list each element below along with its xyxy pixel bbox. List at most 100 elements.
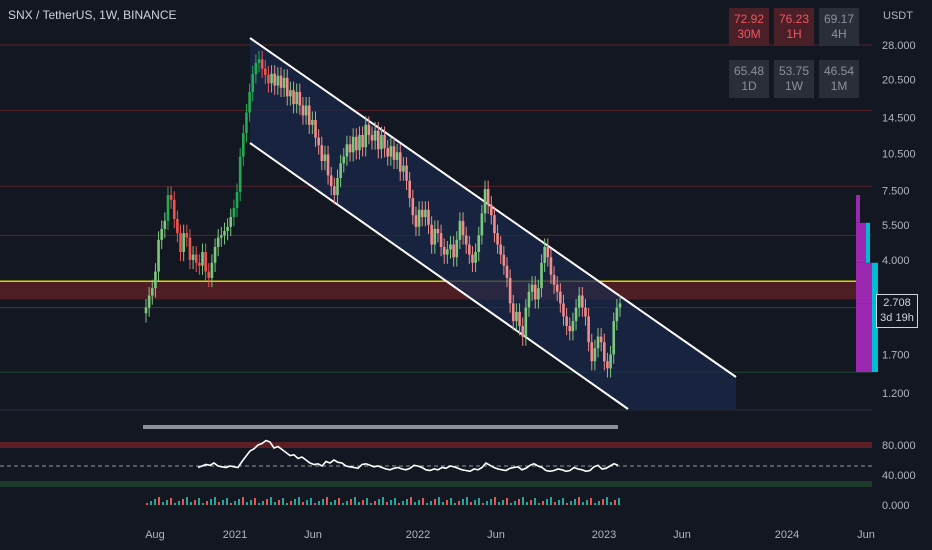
rsi-axis-label: 40.000 [882,470,916,482]
candle-body-6 [163,220,167,229]
volume-tick-100 [546,499,548,505]
volume-tick-117 [614,500,616,505]
volume-tick-57 [374,501,376,505]
rsi-overbought-band [0,442,872,448]
candle-body-151 [618,303,622,308]
rsi-cell-1d: 65.48 1D [729,60,769,98]
candle-body-92 [433,228,437,245]
profile-bar-6 [872,303,878,373]
price-axis-label: 1.700 [882,350,910,362]
candle-body-136 [571,321,575,332]
profile-bar-0 [856,195,860,223]
profile-bar-1 [856,222,866,263]
volume-tick-18 [218,502,220,505]
volume-tick-66 [410,497,412,505]
volume-tick-7 [174,503,176,505]
volume-profile-bars [856,195,878,373]
candle-body-146 [603,342,606,362]
candle-body-70 [364,124,368,148]
candle-body-7 [166,195,170,221]
candle-body-29 [235,192,239,209]
rsi-value: 65.48 [733,64,765,78]
candle-body-110 [489,204,493,216]
candle-body-106 [477,235,481,252]
candle-body-79 [392,146,396,160]
time-axis-label: 2021 [223,529,247,541]
volume-tick-56 [370,503,372,505]
volume-tick-83 [478,498,480,505]
volume-tick-112 [594,503,596,505]
candle-body-127 [543,246,546,263]
candle-body-103 [468,244,471,255]
candle-body-49 [298,91,302,106]
candle-body-24 [220,235,223,238]
bar-countdown: 3d 19h [880,312,914,324]
symbol-title[interactable]: SNX / TetherUS, 1W, BINANCE [8,8,177,22]
volume-tick-98 [538,503,540,505]
volume-tick-104 [562,498,564,505]
candle-body-38 [263,68,267,75]
volume-tick-5 [166,500,168,505]
volume-tick-76 [450,498,452,505]
candle-body-129 [549,257,553,275]
candle-body-46 [289,90,292,97]
candle-body-138 [577,295,581,308]
candle-body-121 [524,307,528,337]
rsi-value: 72.92 [733,12,765,26]
candle-body-123 [530,284,534,292]
rsi-value: 46.54 [823,64,855,78]
candle-body-3 [154,271,157,289]
volume-tick-102 [554,502,556,505]
candle-body-36 [257,59,261,63]
volume-tick-52 [354,497,356,505]
volume-tick-77 [454,503,456,505]
candle-body-14 [188,237,192,260]
candle-body-75 [380,134,383,150]
volume-tick-2 [154,499,156,505]
volume-tick-67 [414,502,416,505]
candle-body-96 [446,249,449,255]
channel-upper-line [249,37,737,378]
candle-body-139 [581,295,584,308]
volume-tick-59 [382,497,384,505]
price-axis-label: 10.500 [882,148,916,160]
volume-tick-31 [270,497,272,505]
time-axis-label: 2024 [775,529,799,541]
rsi-timeframe: 1W [785,79,803,93]
price-axis-label: 14.500 [882,113,916,125]
volume-tick-45 [326,497,328,505]
volume-tick-103 [558,500,560,505]
volume-tick-34 [282,498,284,505]
volume-tick-61 [390,500,392,505]
candle-body-141 [587,316,590,343]
candle-body-33 [248,91,251,113]
volume-tick-43 [318,501,320,505]
volume-tick-96 [530,500,532,505]
rsi-line [197,439,619,473]
candle-body-97 [449,244,452,250]
candle-body-9 [172,199,176,219]
descending-channel [249,37,737,410]
volume-tick-22 [234,501,236,505]
time-axis-label: Jun [304,529,322,541]
volume-tick-27 [254,498,256,505]
volume-tick-116 [610,502,612,505]
candle-body-23 [216,237,220,247]
currency-label: USDT [883,10,913,22]
candle-body-89 [424,209,427,218]
volume-tick-33 [278,500,280,505]
volume-tick-90 [506,498,508,505]
volume-tick-63 [398,503,400,505]
volume-tick-60 [386,502,388,505]
volume-tick-101 [550,497,552,505]
candle-body-115 [505,265,509,278]
candle-body-144 [596,336,600,349]
candle-body-116 [508,277,512,304]
candle-body-108 [483,189,487,214]
candle-body-1 [147,295,151,308]
rsi-timeframe: 1H [786,27,802,41]
candle-body-37 [260,59,264,69]
volume-tick-24 [242,497,244,505]
candle-body-68 [358,134,361,151]
candle-body-94 [439,233,443,247]
